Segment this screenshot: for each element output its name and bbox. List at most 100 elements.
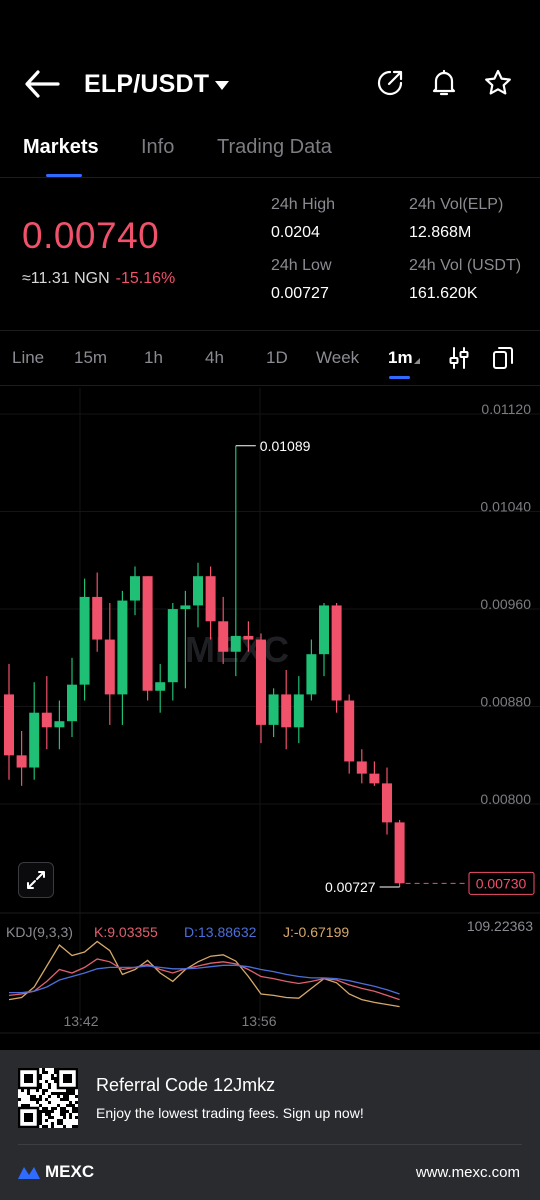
candle-body — [167, 609, 178, 683]
y-tick-label: 0.00960 — [480, 596, 531, 612]
qr-module — [66, 1095, 69, 1098]
kdj-k-line — [8, 958, 400, 1001]
candle-body — [218, 621, 229, 652]
star-icon[interactable] — [483, 68, 513, 98]
qr-module — [72, 1107, 75, 1110]
qr-module — [75, 1107, 78, 1110]
candles-layer — [4, 445, 405, 887]
qr-module — [54, 1080, 57, 1083]
qr-module — [63, 1098, 66, 1101]
qr-module — [30, 1098, 33, 1101]
kdj-d-label: D:13.88632 — [184, 924, 257, 940]
qr-module — [72, 1092, 75, 1095]
qr-module — [45, 1089, 48, 1092]
interval-4h[interactable]: 4h — [205, 348, 224, 367]
website-link[interactable]: www.mexc.com — [415, 1164, 520, 1181]
price-axis: 0.01120 0.01040 0.00960 0.00880 0.00800 — [480, 401, 531, 807]
indicator-settings-icon[interactable] — [446, 345, 472, 371]
share-icon[interactable] — [375, 68, 405, 98]
qr-module — [60, 1119, 63, 1122]
back-arrow-icon[interactable] — [22, 66, 62, 102]
price-change: -15.16% — [115, 270, 176, 287]
y-tick-label: 0.01040 — [480, 499, 531, 515]
fullscreen-button[interactable] — [18, 862, 54, 898]
qr-module — [72, 1110, 75, 1113]
qr-finder-center — [24, 1113, 33, 1122]
qr-module — [69, 1113, 72, 1116]
qr-module — [27, 1089, 30, 1092]
qr-module — [42, 1125, 45, 1128]
interval-line[interactable]: Line — [12, 348, 45, 367]
y-tick-label: 0.00880 — [480, 694, 531, 710]
last-price-badge — [468, 871, 535, 895]
kdj-j-line — [8, 940, 400, 1008]
qr-module — [39, 1122, 42, 1125]
qr-module — [57, 1092, 60, 1095]
candlestick-chart[interactable]: MEXC 0.011200.010400.009600.008800.00800… — [0, 388, 540, 1048]
mexc-logo-icon — [18, 1167, 40, 1179]
qr-module — [69, 1101, 72, 1104]
referral-banner[interactable]: Referral Code 12Jmkz Enjoy the lowest tr… — [0, 1050, 540, 1200]
kdj-k-label: K:9.03355 — [94, 924, 158, 940]
candle-body — [369, 773, 380, 784]
interval-1h[interactable]: 1h — [144, 348, 163, 367]
qr-module — [42, 1071, 45, 1074]
candle-body — [104, 639, 115, 695]
x-tick-label: 13:56 — [241, 1013, 276, 1029]
tab-markets[interactable]: Markets — [23, 136, 99, 158]
kdj-panel: KDJ(9,3,3) K:9.03355 D:13.88632 J:-0.67199 1… — [6, 918, 533, 1008]
pair-selector[interactable]: ELP/USDT — [84, 70, 230, 99]
interval-15m[interactable]: 15m — [74, 348, 108, 367]
bell-icon[interactable] — [429, 68, 459, 98]
qr-module — [30, 1095, 33, 1098]
qr-module — [48, 1116, 51, 1119]
interval-1m[interactable]: 1m — [388, 348, 413, 367]
qr-module — [18, 1098, 21, 1101]
chart-mode-icon[interactable] — [490, 345, 516, 371]
qr-module — [39, 1083, 42, 1086]
x-tick-label: 13:42 — [63, 1013, 98, 1029]
qr-module — [75, 1116, 78, 1119]
qr-module — [39, 1086, 42, 1089]
qr-module — [60, 1092, 63, 1095]
high-marker-label: 0.01089 — [260, 438, 311, 454]
qr-module — [27, 1104, 30, 1107]
qr-module — [75, 1110, 78, 1113]
qr-module — [42, 1089, 45, 1092]
candle-body — [230, 635, 241, 652]
candle-body — [382, 783, 392, 823]
qr-module — [51, 1107, 54, 1110]
qr-module — [24, 1104, 27, 1107]
interval-week[interactable]: Week — [316, 348, 360, 367]
stat-high-label: 24h High — [271, 196, 336, 213]
interval-more-icon[interactable] — [414, 358, 420, 364]
last-price-label: 0.00730 — [476, 875, 527, 891]
qr-module — [66, 1092, 69, 1095]
active-interval-indicator — [389, 376, 410, 379]
tab-trading-data[interactable]: Trading Data — [217, 136, 332, 158]
tab-info[interactable]: Info — [141, 136, 175, 158]
price-markers: 0.01089 0.00727 0.00730 — [235, 438, 535, 895]
qr-module — [39, 1077, 42, 1080]
candle-body — [54, 721, 65, 728]
qr-module — [48, 1113, 51, 1116]
qr-module — [51, 1077, 54, 1080]
qr-module — [48, 1086, 51, 1089]
y-tick-label: 0.01120 — [481, 401, 531, 417]
interval-bar: Line 15m 1h 4h 1D Week 1m — [0, 330, 540, 386]
last-price: 0.00740 — [22, 215, 160, 256]
candle-body — [117, 600, 128, 695]
qr-module — [33, 1095, 36, 1098]
qr-module — [63, 1095, 66, 1098]
qr-module — [39, 1095, 42, 1098]
qr-module — [21, 1089, 24, 1092]
qr-module — [51, 1092, 54, 1095]
qr-module — [63, 1125, 66, 1128]
qr-module — [45, 1107, 48, 1110]
qr-module — [36, 1098, 39, 1101]
qr-module — [57, 1104, 60, 1107]
candle-body — [193, 576, 203, 606]
interval-1d[interactable]: 1D — [266, 348, 288, 367]
qr-finder — [56, 1068, 78, 1090]
qr-module — [27, 1092, 30, 1095]
